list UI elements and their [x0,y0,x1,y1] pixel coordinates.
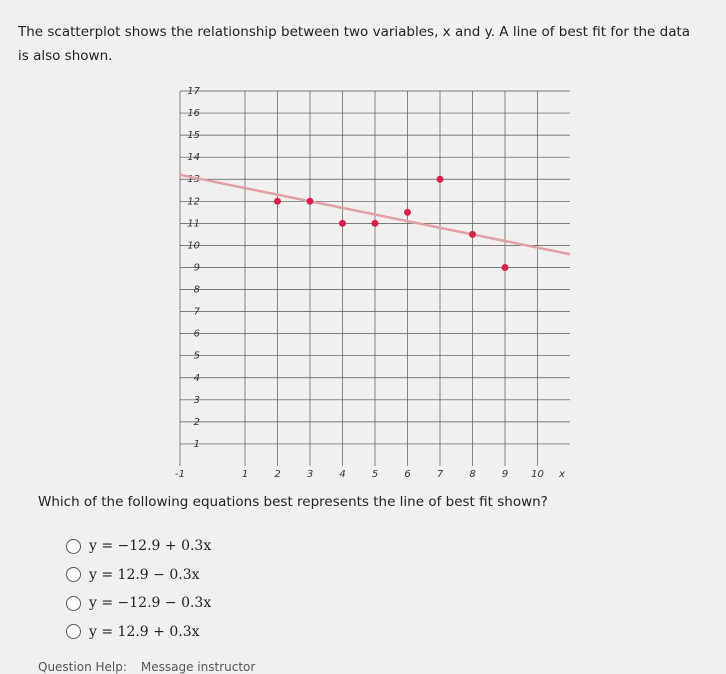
radio[interactable] [66,624,81,639]
point [436,175,444,183]
y-tick-label: 4 [194,373,200,384]
point [306,197,314,205]
point [469,230,476,238]
x-tick-label: 8 [469,469,475,480]
choice-text: y = 12.9 + 0.3x [89,623,200,640]
radio[interactable] [66,567,81,582]
y-tick-label: 2 [194,417,200,428]
x-axis-label: x [558,469,565,480]
question: The scatterplot shows the relationship b… [18,24,691,64]
choice[interactable]: y = −12.9 + 0.3x [66,538,211,554]
y-tick-label: 3 [194,395,200,406]
y-tick-label: 1 [194,439,200,450]
y-tick-label: 16 [187,108,200,119]
point [501,263,509,271]
y-tick-label: 7 [194,307,201,318]
x-tick-label: 4 [339,469,345,480]
choice[interactable]: y = −12.9 − 0.3x [66,595,211,611]
choice-text: y = −12.9 − 0.3x [89,595,212,611]
message-link[interactable]: Message instructor [140,660,256,674]
y-tick-label: 13 [187,174,200,185]
x-tick-label: 10 [531,469,544,480]
x-tick-label: 1 [242,469,248,480]
choice-text: y = −12.9 + 0.3x [89,538,212,554]
choice[interactable]: y = 12.9 − 0.3x [66,567,200,583]
x-tick-label: -1 [175,469,185,480]
y-tick-label: 10 [187,240,200,251]
help-label: Question Help: [38,660,127,674]
x-tick-label: 6 [404,469,410,480]
y-tick-label: 5 [194,351,200,362]
y-tick-label: 17 [187,86,200,97]
x-tick-label: 2 [274,469,280,480]
choice-text: y = 12.9 − 0.3x [89,566,200,583]
point [339,219,346,227]
point [371,219,379,227]
y-tick-label: 12 [187,196,200,207]
y-tick-label: 9 [194,262,200,273]
x-tick-label: 7 [437,469,444,480]
y-tick-label: 8 [194,285,200,296]
point [404,208,411,216]
y-tick-label: 14 [187,152,200,163]
radio[interactable] [66,538,81,554]
x-tick-label: 5 [372,469,378,480]
x-tick-label: 9 [502,469,508,480]
choice[interactable]: y = 12.9 + 0.3x [66,624,200,640]
x-tick-label: 3 [307,469,313,480]
best-fit-line [179,173,571,256]
y-tick-label: 6 [194,329,200,340]
radio[interactable] [66,595,81,611]
y-tick-label: 11 [187,218,200,229]
point [274,197,281,205]
prompt: Which of the following equations best re… [38,494,548,510]
y-tick-label: 15 [187,130,200,141]
footer: Question Help: Message instructor [38,660,255,674]
